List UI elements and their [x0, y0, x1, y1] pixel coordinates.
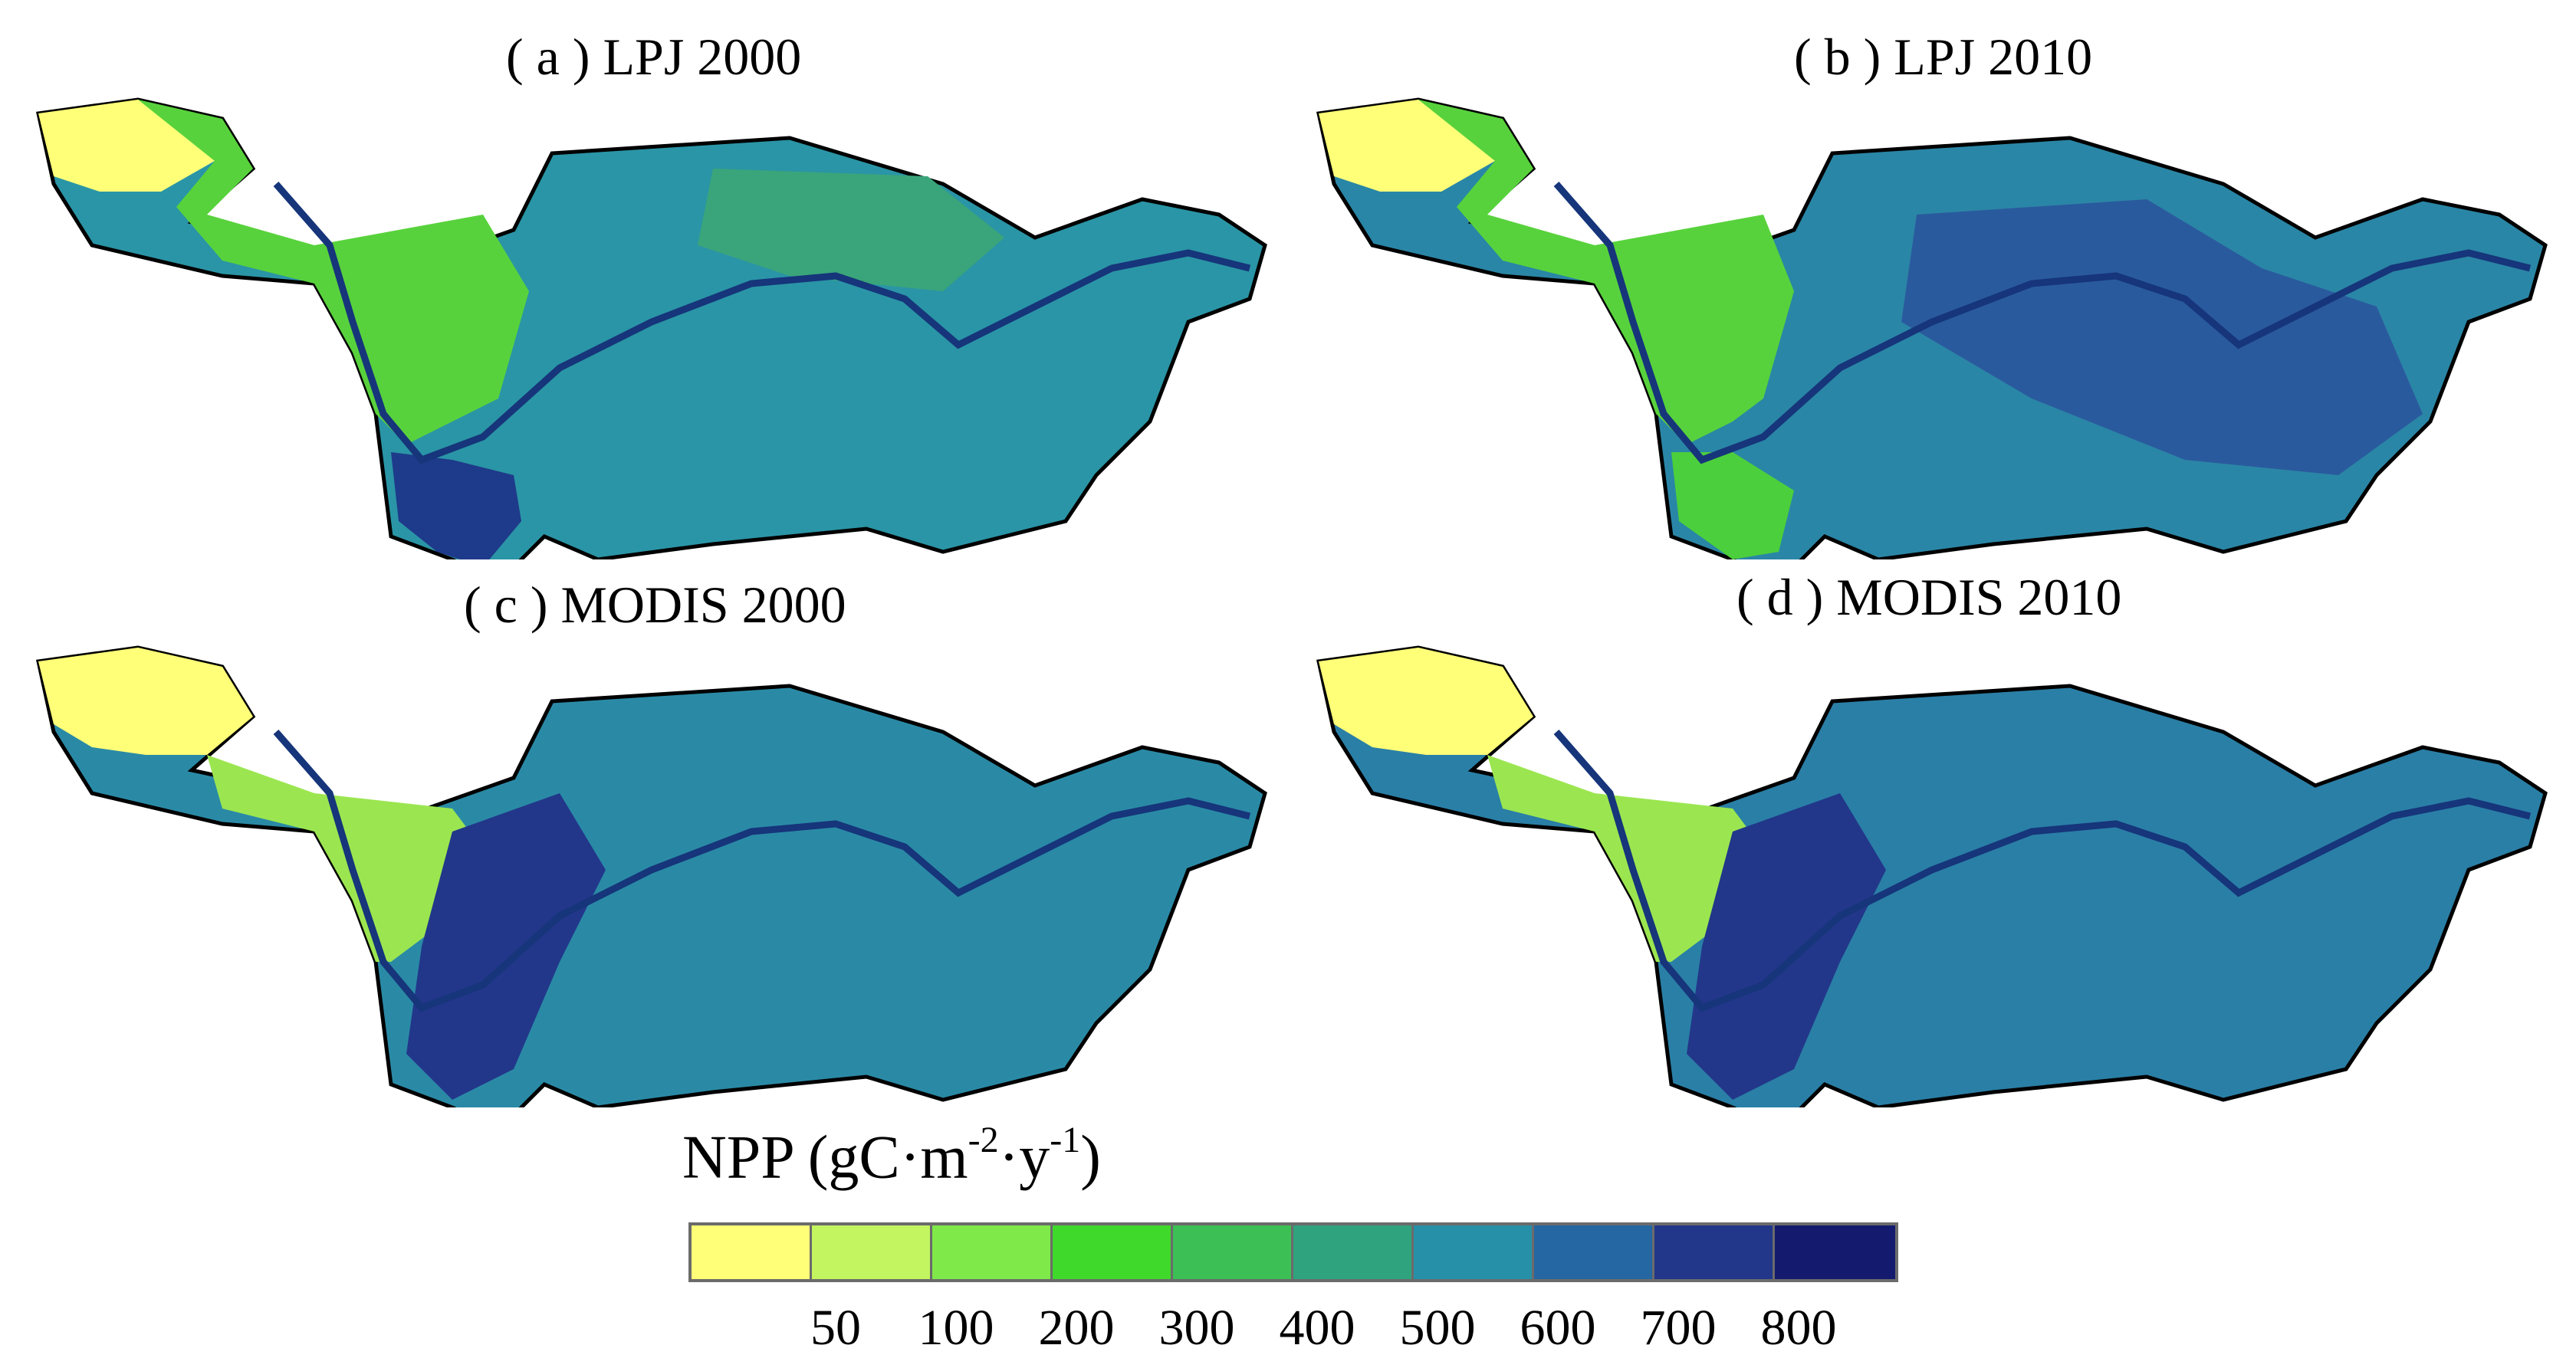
mid-npp-region — [138, 100, 529, 445]
high-npp-region — [1687, 793, 1886, 1100]
mid-npp-region — [1418, 100, 1794, 445]
panel-title-c: ( c ) MODIS 2000 — [464, 576, 846, 634]
low-npp-region — [1319, 648, 1533, 755]
map-modis-2010 — [1316, 645, 2548, 1107]
legend-tick-label: 600 — [1520, 1300, 1596, 1356]
panel-title-d: ( d ) MODIS 2010 — [1737, 568, 2122, 626]
legend-tick-label: 100 — [918, 1300, 994, 1356]
legend-swatch-8 — [1654, 1225, 1775, 1279]
legend-tick-label: 50 — [810, 1300, 861, 1356]
legend-tick-label: 500 — [1399, 1300, 1476, 1356]
legend-swatch-7 — [1534, 1225, 1654, 1279]
legend-swatch-6 — [1414, 1225, 1534, 1279]
legend-swatch-5 — [1293, 1225, 1414, 1279]
legend-tick-label: 300 — [1158, 1300, 1235, 1356]
low-npp-region — [38, 648, 253, 755]
legend-tick-label: 700 — [1640, 1300, 1717, 1356]
panel-title-a: ( a ) LPJ 2000 — [506, 28, 802, 86]
legend-swatch-2 — [932, 1225, 1053, 1279]
legend-tick-label: 800 — [1760, 1300, 1837, 1356]
legend-title: NPP (gC·m-2·y-1) — [682, 1120, 1101, 1192]
river — [273, 730, 1251, 1012]
river — [273, 182, 1251, 464]
medium-region — [698, 169, 1004, 291]
legend-colorbar — [688, 1222, 1898, 1282]
high-npp-region — [406, 793, 606, 1100]
high-npp-region — [1901, 199, 2423, 475]
legend-swatch-3 — [1053, 1225, 1173, 1279]
south-green-region — [1671, 452, 1794, 559]
high-npp-region — [391, 452, 521, 559]
legend-tick-label: 200 — [1038, 1300, 1115, 1356]
legend-tick-label: 400 — [1279, 1300, 1355, 1356]
panel-title-b: ( b ) LPJ 2010 — [1794, 28, 2093, 86]
legend-swatch-0 — [692, 1225, 812, 1279]
map-lpj-2010 — [1316, 97, 2548, 559]
legend-swatch-9 — [1775, 1225, 1895, 1279]
map-modis-2000 — [35, 645, 1267, 1107]
map-lpj-2000 — [35, 97, 1267, 559]
river — [1553, 730, 2532, 1012]
legend-swatch-4 — [1173, 1225, 1293, 1279]
legend-swatch-1 — [812, 1225, 932, 1279]
river — [1553, 182, 2532, 464]
